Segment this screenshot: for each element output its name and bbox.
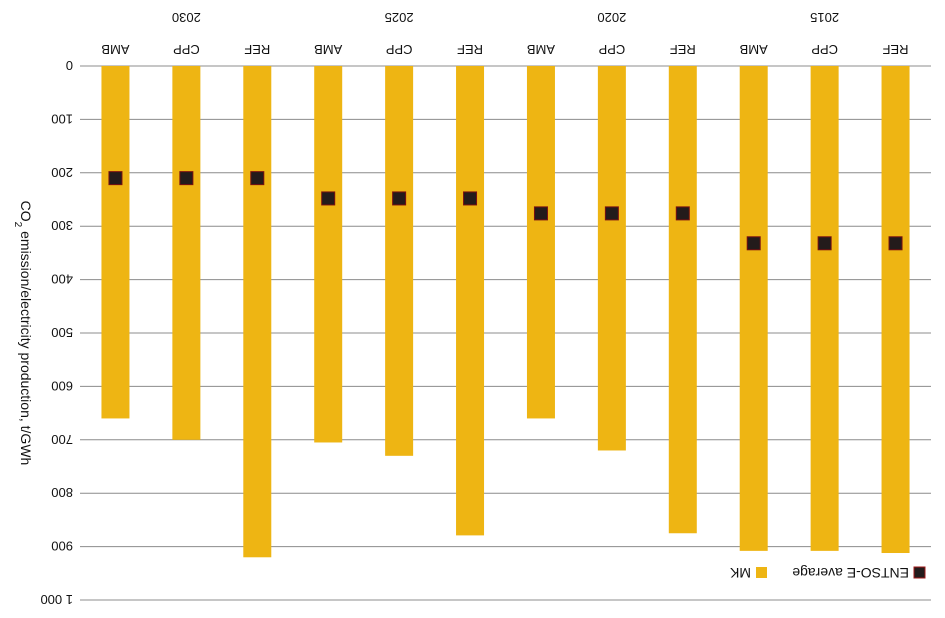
marker-2015-ref (888, 236, 903, 251)
marker-2030-amb (108, 171, 123, 186)
y-axis-title: CO2 emission/electricity production, t/G… (13, 201, 35, 466)
year-label: 2030 (172, 10, 201, 25)
marker-2025-ref (463, 191, 478, 206)
marker-layer-inner (108, 171, 903, 251)
y-axis-title-subscript: 2 (13, 222, 24, 228)
legend: ENTSO-E average MK (729, 565, 926, 581)
bar-2015-amb (739, 66, 768, 551)
legend-swatch-mk (756, 567, 767, 578)
rotated-scene: REF CPP AMB 2015 REF CPP AMB 2020 REF CPP AMB 2025 R… (13, 10, 931, 607)
scenario-label: CPP (811, 42, 838, 57)
marker-2015-amb (746, 236, 761, 251)
scenario-label: REF (244, 42, 270, 57)
y-tick-label: 0 (66, 58, 73, 73)
label-layer-inner: REF CPP AMB 2015 REF CPP AMB 2020 REF CPP AMB 2025 R… (13, 10, 926, 607)
bar-2030-cpp (172, 66, 201, 440)
legend-label-mk: MK (729, 565, 751, 581)
year-label: 2015 (810, 10, 839, 25)
y-tick-label: 800 (51, 485, 73, 500)
bar-2025-ref (456, 66, 485, 536)
y-tick-label: 300 (51, 218, 73, 233)
bar-2020-amb (526, 66, 555, 419)
bar-layer-inner (101, 66, 910, 558)
bar-2015-ref (881, 66, 910, 554)
bar-2020-ref (668, 66, 697, 534)
marker-2025-cpp (392, 191, 407, 206)
y-axis-title-part: CO (18, 201, 34, 222)
marker-2020-amb (533, 206, 548, 221)
scenario-label: AMB (101, 42, 129, 57)
legend-label-entso-e: ENTSO-E average (792, 565, 909, 581)
bar-2030-ref (243, 66, 272, 558)
marker-2025-amb (321, 191, 336, 206)
grid-layer-inner (80, 65, 931, 601)
scenario-label: REF (882, 42, 908, 57)
y-tick-label: 900 (51, 539, 73, 554)
marker-2030-ref (250, 171, 265, 186)
y-tick-label: 200 (51, 165, 73, 180)
year-label: 2025 (385, 10, 414, 25)
y-tick-label: 700 (51, 432, 73, 447)
y-tick-label: 600 (51, 378, 73, 393)
scenario-label: AMB (740, 42, 768, 57)
y-axis-title-part: emission/electricity production, t/GWh (18, 227, 34, 465)
scenario-label: AMB (314, 42, 342, 57)
scenario-label: AMB (527, 42, 555, 57)
scenario-label: CPP (386, 42, 413, 57)
scenario-label: REF (670, 42, 696, 57)
y-tick-label: 500 (51, 325, 73, 340)
year-label: 2020 (597, 10, 626, 25)
scenario-label: CPP (173, 42, 200, 57)
y-tick-label: 1 000 (40, 592, 73, 607)
bar-2030-amb (101, 66, 130, 419)
bar-2020-cpp (597, 66, 626, 451)
y-tick-label: 400 (51, 272, 73, 287)
marker-2015-cpp (817, 236, 832, 251)
marker-2030-cpp (179, 171, 194, 186)
y-tick-label: 100 (51, 111, 73, 126)
bar-2025-amb (314, 66, 343, 443)
legend-swatch-entso-e (913, 566, 926, 579)
marker-2020-ref (675, 206, 690, 221)
bar-2025-cpp (385, 66, 414, 456)
scenario-label: CPP (599, 42, 626, 57)
marker-2020-cpp (604, 206, 619, 221)
bar-2015-cpp (810, 66, 839, 551)
scenario-label: REF (457, 42, 483, 57)
